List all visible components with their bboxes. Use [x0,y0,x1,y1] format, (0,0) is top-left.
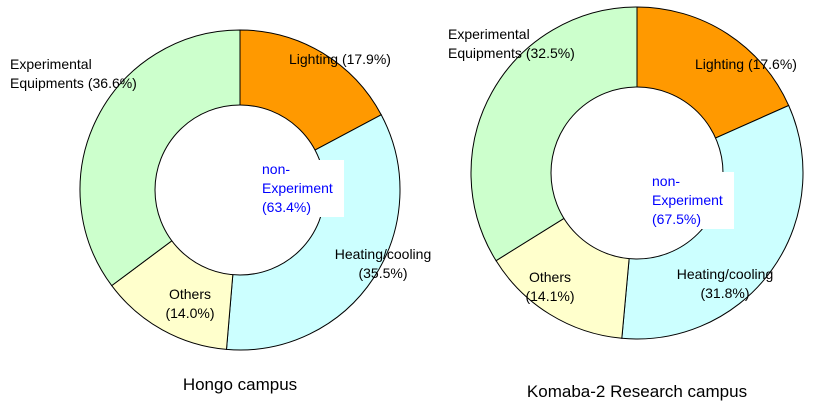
category-name: Lighting [695,56,745,72]
title-text: Komaba-2 Research campus [526,382,748,401]
value-label: (14.1%) [525,288,575,304]
slice-label: Heating/cooling (35.5%) [318,245,448,283]
center-label: non-Experiment (67.5%) [652,172,734,229]
category-name: Others [168,286,211,302]
center-name: non-Experiment [652,173,723,208]
slice [79,29,241,287]
slice-label: Others (14.1%) [505,268,595,306]
slice-label: Experimental Equipments (32.5%) [448,25,588,63]
value-label: (17.6%) [747,56,797,72]
category-name: Experimental Equipments [10,56,92,91]
center-value: (67.5%) [652,211,702,227]
slice-label: Lighting (17.6%) [695,55,836,74]
category-name: Lighting [289,51,339,67]
value-label: (17.9%) [341,51,391,67]
value-label: (35.5%) [358,265,408,281]
category-name: Heating/cooling [676,266,774,282]
category-name: Experimental Equipments [448,26,530,61]
category-name: Heating/cooling [334,246,432,262]
center-name: non-Experiment [262,161,333,196]
center-value: (63.4%) [262,199,312,215]
center-label: non-Experiment (63.4%) [262,160,344,217]
slice-label: Heating/cooling (31.8%) [660,265,790,303]
category-name: Others [528,269,571,285]
slice-label: Experimental Equipments (36.6%) [10,55,150,93]
chart-title: Komaba-2 Research campus [487,382,787,402]
title-text: Hongo campus [182,375,298,394]
value-label: (36.6%) [87,75,137,91]
value-label: (32.5%) [525,45,575,61]
chart-title: Hongo campus [90,375,390,395]
value-label: (31.8%) [700,285,750,301]
slice-label: Others (14.0%) [145,285,235,323]
slice-label: Lighting (17.9%) [289,50,449,69]
value-label: (14.0%) [165,305,215,321]
